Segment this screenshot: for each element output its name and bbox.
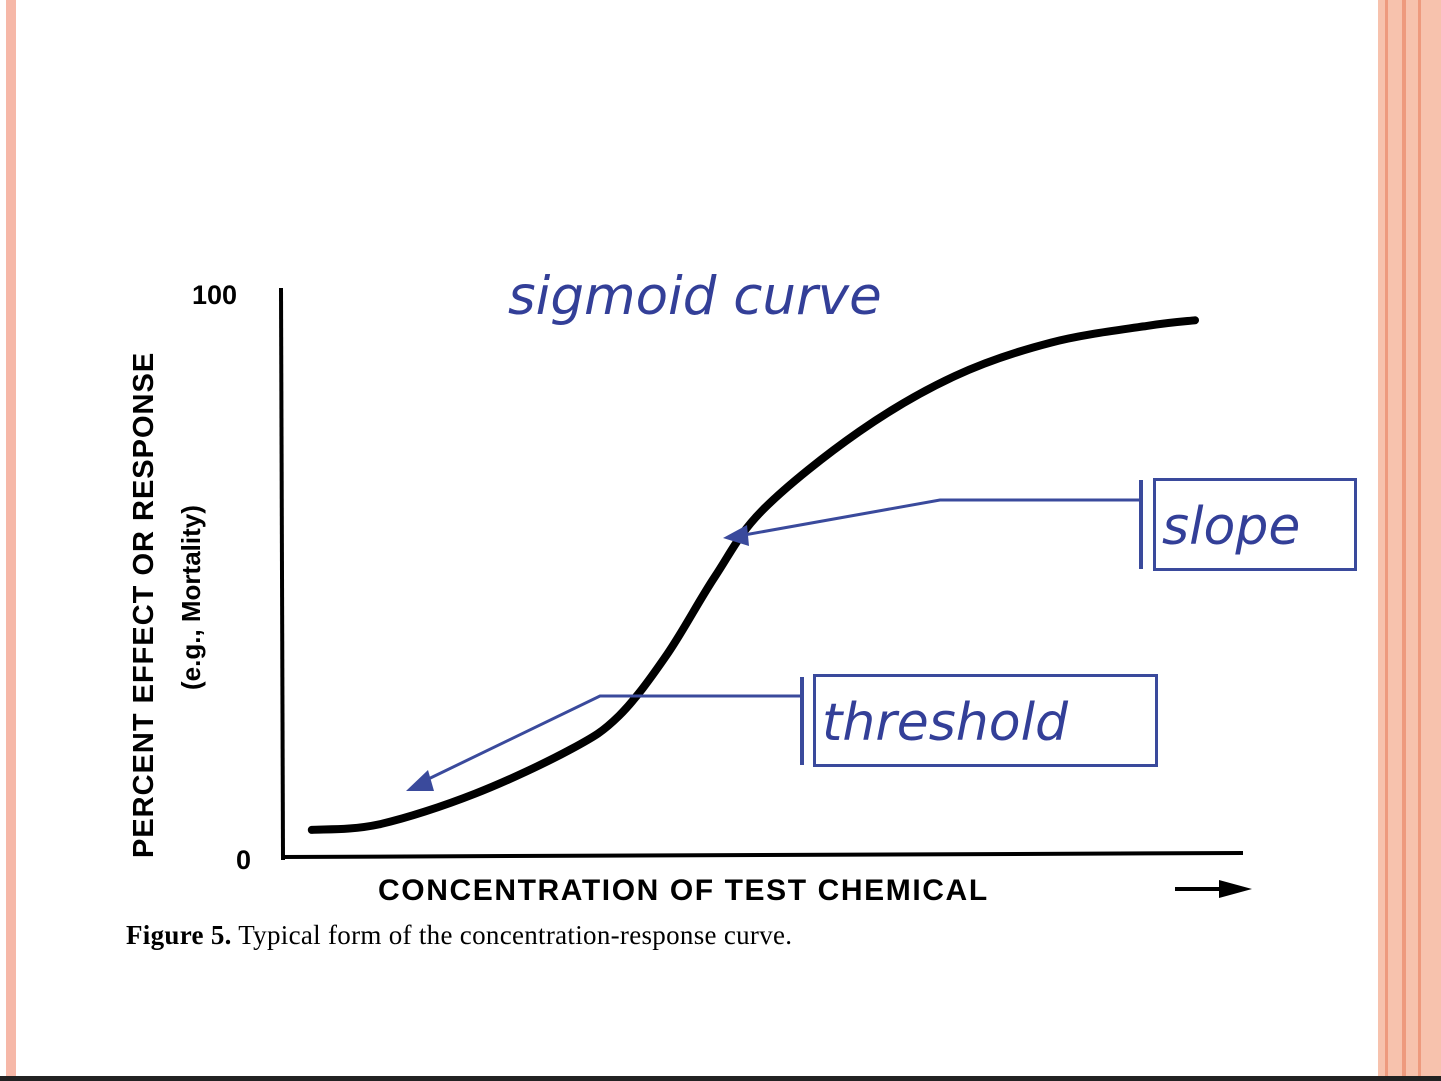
- frame-bottom-bar: [0, 1076, 1441, 1081]
- y-axis-sublabel: (e.g., Mortality): [176, 505, 206, 690]
- threshold-annotation-box: threshold: [813, 674, 1158, 767]
- frame-right-line-1: [1385, 0, 1388, 1081]
- x-axis-line: [280, 851, 1244, 859]
- y-axis-label: PERCENT EFFECT OR RESPONSE: [128, 351, 160, 858]
- figure-caption-text: Typical form of the concentration-respon…: [238, 920, 793, 950]
- figure-caption-label: Figure 5.: [126, 920, 232, 950]
- frame-right-strip: [1378, 0, 1441, 1081]
- figure-caption: Figure 5. Typical form of the concentrat…: [126, 920, 792, 951]
- slope-annotation-box: slope: [1153, 478, 1357, 571]
- y-tick-label-0: 0: [236, 845, 252, 875]
- slope-arrow-head: [723, 525, 749, 546]
- y-axis-line: [279, 287, 285, 861]
- frame-right-line-3: [1418, 0, 1421, 1081]
- threshold-annotation-label: threshold: [822, 693, 1069, 753]
- sigmoid-curve-line: [307, 316, 1199, 834]
- threshold-leader-line: [417, 694, 801, 786]
- chart-title: sigmoid curve: [508, 266, 882, 327]
- slope-leader-line: [732, 498, 1140, 539]
- frame-right-line-2: [1402, 0, 1406, 1081]
- x-axis-arrow-head: [1219, 880, 1252, 898]
- x-axis-label: CONCENTRATION OF TEST CHEMICAL: [378, 874, 989, 907]
- threshold-arrow-head: [406, 770, 434, 791]
- frame-left-bar: [6, 0, 16, 1081]
- slope-annotation-label: slope: [1162, 497, 1301, 557]
- y-tick-label-100: 100: [192, 280, 238, 310]
